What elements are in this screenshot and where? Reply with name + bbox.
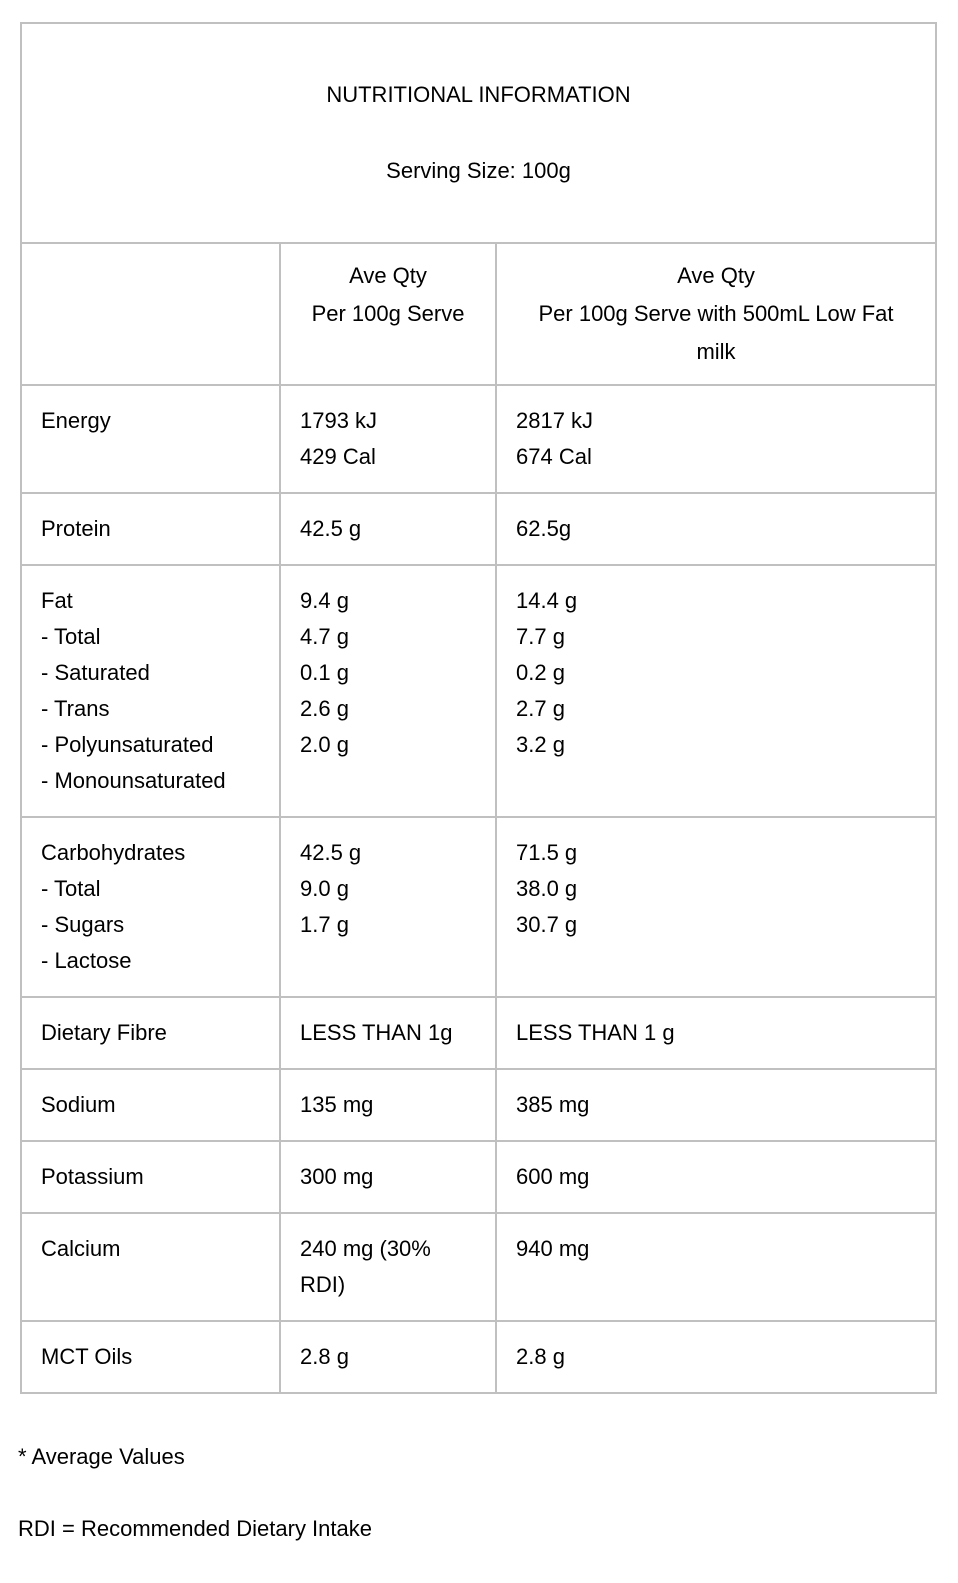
row-fat: Fat - Total - Saturated - Trans - Polyun… xyxy=(20,564,938,818)
nutrition-table: NUTRITIONAL INFORMATION Serving Size: 10… xyxy=(19,22,938,1394)
protein-label: Protein xyxy=(20,492,281,566)
table-title-cell: NUTRITIONAL INFORMATION Serving Size: 10… xyxy=(19,22,938,244)
footnotes: * Average Values RDI = Recommended Dieta… xyxy=(18,1403,958,1583)
protein-per-serve: 42.5 g xyxy=(279,492,497,566)
per-serve-column-header: Ave Qty Per 100g Serve xyxy=(279,242,497,386)
calcium-per-serve: 240 mg (30% RDI) xyxy=(279,1212,497,1322)
page: NUTRITIONAL INFORMATION Serving Size: 10… xyxy=(0,22,958,1583)
energy-per-serve-with-milk: 2817 kJ 674 Cal xyxy=(494,384,938,494)
row-mct-oils: MCT Oils 2.8 g 2.8 g xyxy=(20,1320,938,1394)
footnote-average-values: * Average Values xyxy=(18,1444,185,1469)
sodium-per-serve-with-milk: 385 mg xyxy=(494,1068,938,1142)
carbohydrates-label: Carbohydrates - Total - Sugars - Lactose xyxy=(20,816,281,998)
row-calcium: Calcium 240 mg (30% RDI) 940 mg xyxy=(20,1212,938,1322)
mct-oils-label: MCT Oils xyxy=(20,1320,281,1394)
row-protein: Protein 42.5 g 62.5g xyxy=(20,492,938,566)
row-sodium: Sodium 135 mg 385 mg xyxy=(20,1068,938,1142)
row-dietary-fibre: Dietary Fibre LESS THAN 1g LESS THAN 1 g xyxy=(20,996,938,1070)
calcium-per-serve-with-milk: 940 mg xyxy=(494,1212,938,1322)
dietary-fibre-per-serve: LESS THAN 1g xyxy=(279,996,497,1070)
dietary-fibre-per-serve-with-milk: LESS THAN 1 g xyxy=(494,996,938,1070)
table-title: NUTRITIONAL INFORMATION xyxy=(326,82,631,107)
fat-per-serve-with-milk: 14.4 g 7.7 g 0.2 g 2.7 g 3.2 g xyxy=(494,564,938,818)
dietary-fibre-label: Dietary Fibre xyxy=(20,996,281,1070)
mct-oils-per-serve: 2.8 g xyxy=(279,1320,497,1394)
energy-label: Energy xyxy=(20,384,281,494)
mct-oils-per-serve-with-milk: 2.8 g xyxy=(494,1320,938,1394)
potassium-per-serve-with-milk: 600 mg xyxy=(494,1140,938,1214)
title-row: NUTRITIONAL INFORMATION Serving Size: 10… xyxy=(19,22,938,244)
fat-label: Fat - Total - Saturated - Trans - Polyun… xyxy=(20,564,281,818)
energy-per-serve: 1793 kJ 429 Cal xyxy=(279,384,497,494)
per-serve-with-milk-column-header: Ave Qty Per 100g Serve with 500mL Low Fa… xyxy=(494,242,938,386)
row-energy: Energy 1793 kJ 429 Cal 2817 kJ 674 Cal xyxy=(20,384,938,494)
serving-size: Serving Size: 100g xyxy=(386,158,571,183)
carbohydrates-per-serve: 42.5 g 9.0 g 1.7 g xyxy=(279,816,497,998)
carbohydrates-per-serve-with-milk: 71.5 g 38.0 g 30.7 g xyxy=(494,816,938,998)
potassium-per-serve: 300 mg xyxy=(279,1140,497,1214)
protein-per-serve-with-milk: 62.5g xyxy=(494,492,938,566)
row-carbohydrates: Carbohydrates - Total - Sugars - Lactose… xyxy=(20,816,938,998)
sodium-per-serve: 135 mg xyxy=(279,1068,497,1142)
footnote-rdi-definition: RDI = Recommended Dietary Intake xyxy=(18,1516,372,1541)
column-header-row: Ave Qty Per 100g Serve Ave Qty Per 100g … xyxy=(20,242,938,386)
nutrient-column-header xyxy=(20,242,281,386)
row-potassium: Potassium 300 mg 600 mg xyxy=(20,1140,938,1214)
calcium-label: Calcium xyxy=(20,1212,281,1322)
sodium-label: Sodium xyxy=(20,1068,281,1142)
fat-per-serve: 9.4 g 4.7 g 0.1 g 2.6 g 2.0 g xyxy=(279,564,497,818)
potassium-label: Potassium xyxy=(20,1140,281,1214)
